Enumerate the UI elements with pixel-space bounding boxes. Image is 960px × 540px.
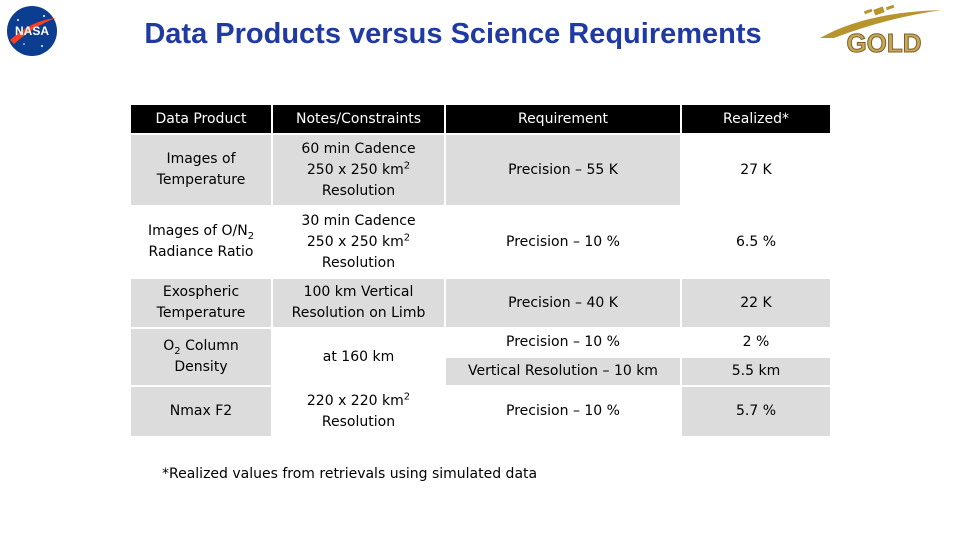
- cell-realized: 5.5 km: [680, 356, 830, 386]
- table-row: Nmax F2 220 x 220 km2 Resolution Precisi…: [131, 385, 830, 436]
- table-row: O2 Column Density at 160 km Precision – …: [131, 327, 830, 386]
- cell-requirement: Vertical Resolution – 10 km: [444, 356, 681, 386]
- cell-notes: 220 x 220 km2 Resolution: [271, 385, 445, 436]
- cell-requirement: Precision – 10 %: [444, 205, 681, 278]
- table-row: Images of Temperature 60 min Cadence 250…: [131, 133, 830, 206]
- cell-requirement: Precision – 55 K: [444, 133, 681, 206]
- cell-realized: 27 K: [680, 133, 830, 206]
- cell-notes: 60 min Cadence 250 x 250 km2 Resolution: [271, 133, 445, 206]
- cell-realized: 22 K: [680, 277, 830, 328]
- table-header-row: Data Product Notes/Constraints Requireme…: [131, 105, 830, 134]
- table-row: Images of O/N2 Radiance Ratio 30 min Cad…: [131, 205, 830, 278]
- cell-requirement: Precision – 10 %: [444, 385, 681, 436]
- cell-notes: 30 min Cadence 250 x 250 km2 Resolution: [271, 205, 445, 278]
- table-row: Vertical Resolution – 10 km 5.5 km: [131, 356, 830, 386]
- cell-realized: 6.5 %: [680, 205, 830, 278]
- requirements-table: Data Product Notes/Constraints Requireme…: [131, 105, 830, 436]
- footnote: *Realized values from retrievals using s…: [162, 466, 538, 482]
- cell-product: Images of Temperature: [131, 133, 272, 206]
- header-data-product: Data Product: [131, 105, 272, 134]
- cell-notes: at 160 km: [271, 327, 445, 386]
- cell-product: O2 Column Density: [131, 327, 272, 386]
- svg-text:NASA: NASA: [15, 24, 49, 38]
- gold-logo: GOLD: [816, 4, 946, 59]
- cell-requirement: Precision – 10 %: [444, 327, 681, 357]
- cell-product: Exospheric Temperature: [131, 277, 272, 328]
- page-title: Data Products versus Science Requirement…: [144, 18, 762, 50]
- cell-product: Nmax F2: [131, 385, 272, 436]
- nasa-logo: NASA: [4, 4, 60, 58]
- header-realized: Realized*: [680, 105, 830, 134]
- cell-realized: 2 %: [680, 327, 830, 357]
- header-requirement: Requirement: [444, 105, 681, 134]
- cell-notes: 100 km Vertical Resolution on Limb: [271, 277, 445, 328]
- header-notes: Notes/Constraints: [271, 105, 445, 134]
- svg-text:GOLD: GOLD: [846, 28, 921, 56]
- cell-product: Images of O/N2 Radiance Ratio: [131, 205, 272, 278]
- cell-requirement: Precision – 40 K: [444, 277, 681, 328]
- table-row: Exospheric Temperature 100 km Vertical R…: [131, 277, 830, 328]
- cell-realized: 5.7 %: [680, 385, 830, 436]
